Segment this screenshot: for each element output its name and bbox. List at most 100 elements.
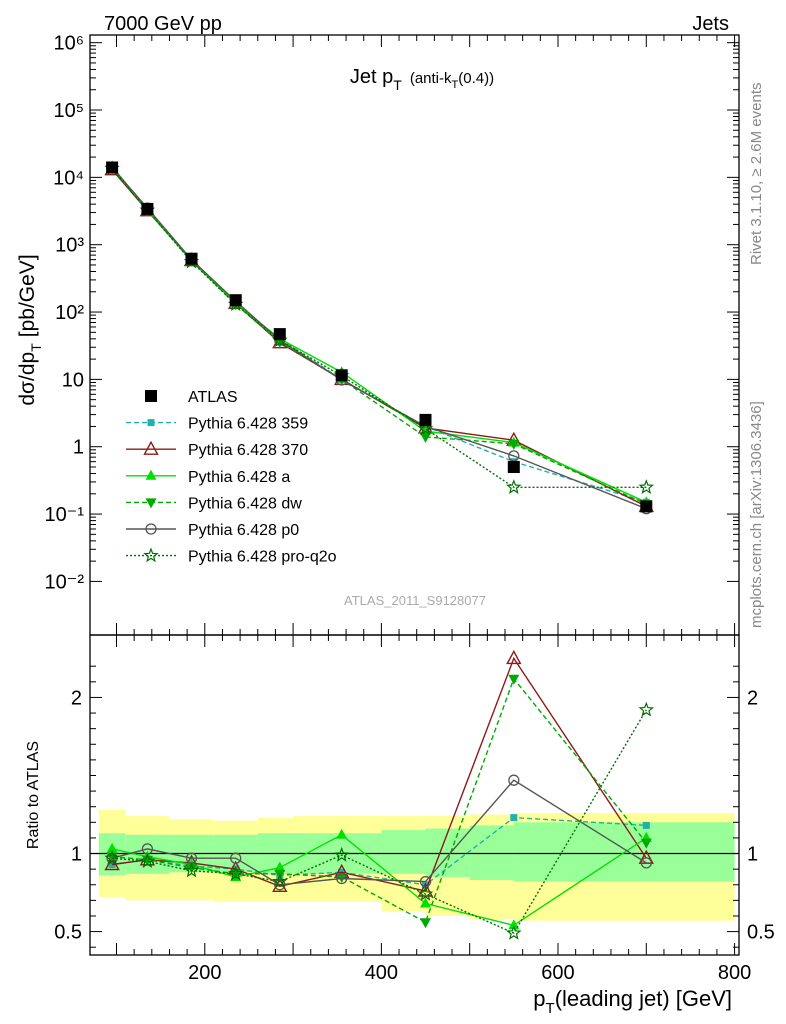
header-left-label: 7000 GeV pp bbox=[104, 13, 222, 35]
ratio-point-p359 bbox=[642, 821, 650, 829]
ratio-y-tick-label-right: 2 bbox=[747, 687, 758, 709]
ratio-point-pdw bbox=[141, 855, 153, 866]
ratio-y-tick-label: 2 bbox=[71, 687, 82, 709]
main-point-data bbox=[335, 369, 348, 382]
ratio-plot-panel: 0.5 0.5 1 1 2 2 200 400 600 800 Ratio to ATLAS p… bbox=[25, 634, 775, 1017]
main-y-axis-label: dσ/dpT[pb/GeV] bbox=[16, 254, 44, 405]
ratio-point-pdw bbox=[230, 869, 242, 880]
x-axis-label: pT(leading jet) [GeV] bbox=[533, 986, 732, 1017]
ratio-point-pp0 bbox=[640, 857, 652, 869]
ratio-plot-frame bbox=[89, 634, 740, 956]
ratio-point-p370 bbox=[417, 882, 434, 897]
legend-marker-p359 bbox=[147, 419, 155, 427]
main-point-pp0 bbox=[508, 450, 520, 462]
main-plot-panel: 10⁻² 10⁻¹ 1 10 10² 10³ 10⁴ 10⁵ 10⁶ Jet pT (anti-k… bbox=[16, 33, 740, 636]
main-point-data bbox=[507, 461, 520, 473]
legend-marker-pdw bbox=[145, 498, 157, 509]
main-series-layer bbox=[104, 160, 655, 515]
ratio-series-pq2o bbox=[104, 701, 655, 940]
mcplots-label: mcplots.cern.ch [arXiv:1306.3436] bbox=[748, 401, 765, 628]
legend-label-pa: Pythia 6.428 a bbox=[188, 469, 290, 486]
legend-marker-data bbox=[145, 390, 157, 402]
legend-marker-pq2o bbox=[143, 547, 159, 563]
ratio-point-pq2o bbox=[227, 865, 244, 881]
legend-label-p359: Pythia 6.428 359 bbox=[188, 416, 308, 433]
ratio-point-p370 bbox=[506, 649, 522, 665]
ratio-point-pp0 bbox=[230, 852, 242, 864]
main-y-tick-label: 10² bbox=[55, 302, 84, 324]
ratio-point-pq2o bbox=[638, 701, 655, 717]
ratio-point-pq2o bbox=[139, 853, 156, 868]
main-series-data bbox=[106, 161, 653, 513]
main-y-tick-label: 10⁻² bbox=[45, 571, 85, 593]
main-point-pdw bbox=[420, 432, 431, 443]
main-point-pq2o bbox=[638, 479, 655, 494]
ratio-series-layer bbox=[104, 649, 655, 940]
main-y-tick-label: 10⁶ bbox=[54, 33, 84, 55]
ratio-x-axis: 200 400 600 800 bbox=[115, 635, 751, 984]
main-x-axis bbox=[115, 35, 736, 635]
ratio-point-pa bbox=[106, 842, 118, 853]
legend-label-data: ATLAS bbox=[188, 389, 238, 406]
legend-label-pp0: Pythia 6.428 p0 bbox=[188, 522, 299, 539]
ratio-y-axis-label: Ratio to ATLAS bbox=[25, 741, 42, 849]
main-y-tick-label: 10⁻¹ bbox=[45, 504, 85, 526]
ratio-point-pq2o bbox=[417, 885, 434, 901]
x-tick-label: 600 bbox=[541, 962, 574, 984]
legend-label-pdw: Pythia 6.428 dw bbox=[188, 495, 302, 512]
legend-label-pq2o: Pythia 6.428 pro-q2o bbox=[188, 549, 337, 566]
ratio-point-pdw bbox=[186, 863, 197, 874]
ratio-y-axis: 0.5 0.5 1 1 2 2 bbox=[54, 665, 775, 948]
main-y-tick-label: 10⁵ bbox=[53, 100, 84, 122]
legend-label-p370: Pythia 6.428 370 bbox=[188, 442, 308, 459]
main-plot-frame bbox=[89, 34, 740, 636]
ratio-point-pp0 bbox=[274, 879, 286, 891]
legend-marker-pp0 bbox=[145, 523, 157, 535]
x-tick-label: 400 bbox=[365, 962, 398, 984]
main-point-pq2o bbox=[417, 420, 434, 436]
ratio-line-pq2o bbox=[112, 709, 647, 934]
main-y-axis: 10⁻² 10⁻¹ 1 10 10² 10³ 10⁴ 10⁵ 10⁶ bbox=[45, 33, 739, 593]
x-tick-label: 800 bbox=[718, 962, 751, 984]
main-point-data bbox=[229, 294, 242, 307]
legend-marker-pa bbox=[145, 469, 157, 480]
main-point-pq2o bbox=[506, 479, 522, 494]
ratio-point-pdw bbox=[640, 838, 652, 849]
ratio-point-p370 bbox=[638, 849, 654, 864]
legend-marker-p370 bbox=[143, 440, 159, 455]
ratio-point-pq2o bbox=[104, 850, 120, 865]
band-inner-segment bbox=[381, 830, 426, 874]
ratio-point-pp0 bbox=[508, 774, 520, 786]
ratio-point-pq2o bbox=[333, 846, 350, 862]
x-tick-label: 200 bbox=[188, 962, 221, 984]
main-point-data bbox=[185, 252, 198, 265]
main-y-tick-label: 10 bbox=[62, 369, 84, 391]
main-y-tick-label: 10⁴ bbox=[53, 167, 84, 189]
analysis-id-label: ATLAS_2011_S9128077 bbox=[344, 593, 486, 608]
main-point-data bbox=[141, 202, 154, 215]
ratio-point-pq2o bbox=[506, 924, 522, 940]
ratio-point-pa bbox=[420, 897, 431, 908]
legend: ATLAS Pythia 6.428 359 Pythia 6.428 370 Pyt… bbox=[126, 389, 337, 566]
main-y-tick-label: 1 bbox=[73, 437, 84, 459]
ratio-point-pq2o bbox=[272, 873, 288, 889]
ratio-point-pa bbox=[336, 828, 348, 839]
band-inner-segment bbox=[469, 825, 514, 881]
main-line-pq2o bbox=[111, 167, 647, 488]
rivet-version-label: Rivet 3.1.10, ≥ 2.6M events bbox=[748, 83, 765, 266]
ratio-y-tick-label: 1 bbox=[71, 844, 82, 866]
ratio-y-tick-label: 0.5 bbox=[54, 922, 82, 944]
ratio-point-pq2o bbox=[183, 862, 200, 878]
plot-title: Jet pT (anti-kT(0.4)) bbox=[350, 66, 494, 93]
ratio-point-pdw bbox=[420, 918, 431, 929]
ratio-point-pdw bbox=[508, 674, 520, 685]
main-series-pp0 bbox=[106, 161, 652, 515]
ratio-point-pa bbox=[508, 919, 520, 930]
header-right-label: Jets bbox=[692, 13, 729, 35]
ratio-point-p359 bbox=[510, 814, 518, 822]
main-point-pdw bbox=[508, 439, 520, 450]
ratio-point-pp0 bbox=[336, 872, 348, 885]
main-point-data bbox=[273, 328, 286, 341]
main-point-data bbox=[640, 500, 653, 513]
